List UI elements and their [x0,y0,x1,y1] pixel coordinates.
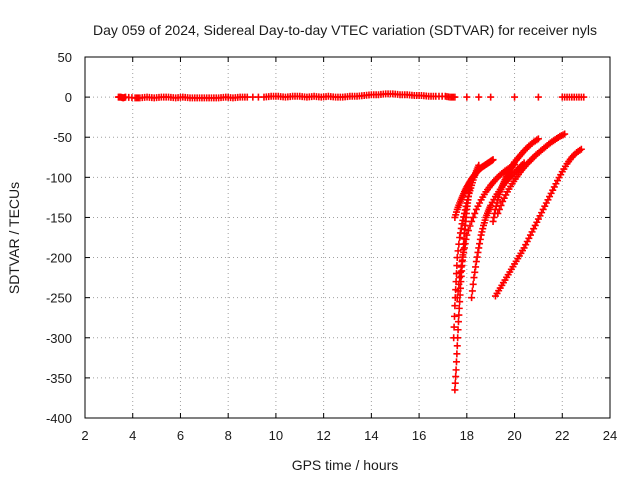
data-point-marker [452,358,460,366]
data-point-marker [454,287,462,295]
grid-lines [85,57,610,418]
y-tick-label: -350 [46,371,72,386]
y-tick-label: -150 [46,210,72,225]
data-point-marker [487,93,495,101]
data-point-marker [452,366,460,374]
series-trace-D [453,160,519,302]
data-point-marker [453,294,461,302]
x-tick-label: 12 [316,428,330,443]
data-point-marker [452,373,460,381]
data-point-marker [495,205,503,213]
data-point-marker [468,287,476,295]
data-point-marker [456,298,464,306]
data-points [114,90,588,394]
data-point-marker [577,145,585,153]
data-point-marker [468,217,476,225]
x-tick-label: 16 [412,428,426,443]
y-tick-label: -400 [46,411,72,426]
data-point-marker [450,323,458,331]
data-point-marker [455,311,463,319]
data-point-marker [451,386,459,394]
data-point-marker [511,93,519,101]
series-trace-H [491,145,585,300]
data-point-marker [453,262,461,270]
data-point-marker [468,294,476,302]
x-tick-label: 8 [225,428,232,443]
data-point-marker [463,93,471,101]
data-point-marker [453,350,461,358]
x-tick-label: 20 [507,428,521,443]
y-tick-label: -250 [46,291,72,306]
data-point-marker [534,135,542,143]
data-point-marker [451,379,459,387]
series-trace-G [494,130,569,217]
x-tick-label: 6 [177,428,184,443]
data-point-marker [451,93,459,101]
y-tick-label: -300 [46,331,72,346]
y-tick-label: 50 [58,50,72,65]
series-near-zero-band [114,90,588,102]
data-point-marker [534,93,542,101]
axis-ticks: 2 4 6 8 10 12 14 16 18 20 22 24500-50-100-150-200-2… [46,50,617,443]
data-point-marker [454,326,462,334]
data-point-marker [450,334,458,342]
data-point-marker [471,209,479,217]
data-point-marker [454,247,462,255]
x-axis-label: GPS time / hours [292,457,399,473]
data-point-marker [455,240,463,248]
data-point-marker [466,222,474,230]
y-tick-label: 0 [65,90,72,105]
y-tick-label: -200 [46,251,72,266]
data-point-marker [463,231,471,239]
series-trace-C [451,156,497,221]
data-point-marker [469,213,477,221]
data-point-marker [497,201,505,209]
y-axis-label: SDTVAR / TECUs [6,182,22,294]
data-point-marker [451,302,459,310]
data-point-marker [494,209,502,217]
data-point-marker [454,318,462,326]
y-tick-label: -100 [46,170,72,185]
data-point-marker [455,280,463,288]
data-point-marker [453,342,461,350]
x-tick-label: 2 [81,428,88,443]
data-point-marker [455,304,463,312]
plot-frame [84,56,611,419]
data-point-marker [452,270,460,278]
x-tick-label: 24 [603,428,617,443]
series-trace-E [468,159,528,302]
data-point-marker [489,156,497,164]
data-point-marker [561,130,569,138]
data-point-marker [469,280,477,288]
y-tick-label: -50 [53,130,72,145]
x-tick-label: 18 [460,428,474,443]
data-point-marker [580,93,588,101]
data-point-marker [464,227,472,235]
series-trace-F [489,135,542,225]
x-tick-label: 22 [555,428,569,443]
x-tick-label: 4 [129,428,136,443]
x-tick-label: 10 [269,428,283,443]
data-point-marker [450,312,458,320]
chart-title: Day 059 of 2024, Sidereal Day-to-day VTE… [93,22,597,38]
x-tick-label: 14 [364,428,378,443]
data-point-marker [475,93,483,101]
